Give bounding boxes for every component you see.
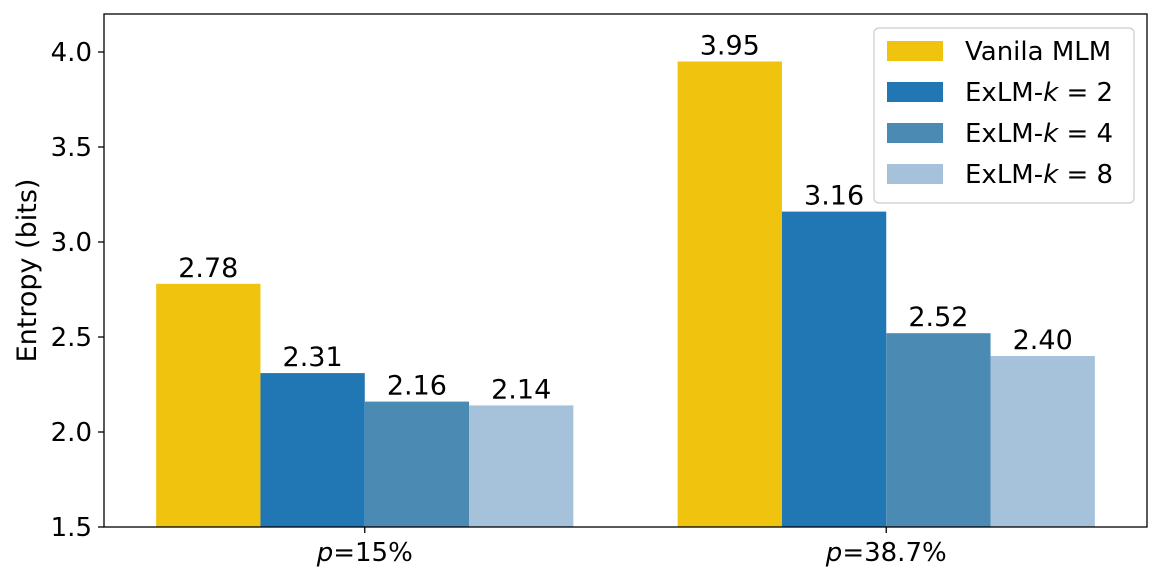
- legend-prefix: ExLM-: [965, 160, 1043, 190]
- bar-value-label: 2.78: [178, 253, 238, 284]
- bar: [990, 356, 1095, 527]
- legend-variable: k: [1043, 119, 1059, 149]
- y-axis: 1.5 2.0 2.5 3.0 3.5 4.0: [51, 38, 104, 543]
- bar-value-label: 3.16: [804, 181, 864, 212]
- y-tick-label: 3.0: [51, 228, 92, 258]
- bar: [469, 405, 574, 527]
- legend-prefix: ExLM-: [965, 119, 1043, 149]
- legend-suffix: = 2: [1058, 78, 1113, 108]
- x-axis: p=15% p=38.7%: [316, 527, 947, 568]
- legend-entry-label: ExLM-k = 4: [965, 119, 1113, 149]
- bar-value-label: 3.95: [700, 31, 760, 62]
- legend-variable: k: [1043, 78, 1059, 108]
- legend-swatch: [887, 82, 943, 102]
- legend-entry-label: ExLM-k = 8: [965, 160, 1113, 190]
- legend-swatch: [887, 41, 943, 61]
- y-tick-label: 1.5: [51, 513, 92, 543]
- y-axis-title: Entropy (bits): [12, 179, 43, 363]
- legend-swatch: [887, 164, 943, 184]
- bar-value-label: 2.52: [908, 302, 968, 333]
- bar: [677, 61, 782, 527]
- x-tick-label-variable: p: [825, 538, 843, 568]
- bar-value-label: 2.40: [1013, 325, 1073, 356]
- bar: [886, 333, 991, 527]
- bar: [781, 211, 887, 527]
- x-tick-label-value: =15%: [333, 538, 413, 568]
- x-tick-label-variable: p: [316, 538, 334, 568]
- legend-variable: k: [1043, 160, 1059, 190]
- plot-frame: [103, 13, 1148, 528]
- legend-entry-label: Vanila MLM: [965, 37, 1111, 67]
- y-tick-label: 4.0: [51, 38, 92, 68]
- bar-value-label: 2.31: [283, 342, 343, 373]
- bar-labels-group: 2.78 2.31 2.16 2.14 3.95 3.16 2.52 2.40: [178, 31, 1073, 406]
- y-tick-label: 2.0: [51, 418, 92, 448]
- legend-entry-label: ExLM-k = 2: [965, 78, 1113, 108]
- legend-suffix: = 8: [1058, 160, 1113, 190]
- bar-value-label: 2.14: [491, 374, 551, 405]
- bar: [364, 401, 470, 527]
- y-tick-label: 2.5: [51, 323, 92, 353]
- bar-value-label: 2.16: [387, 371, 447, 402]
- x-tick-label: p=38.7%: [825, 538, 947, 568]
- legend-prefix: ExLM-: [965, 78, 1043, 108]
- y-tick-label: 3.5: [51, 133, 92, 163]
- bar: [156, 283, 261, 527]
- x-tick-label-value: =38.7%: [842, 538, 946, 568]
- legend-box: [873, 27, 1135, 204]
- x-tick-label: p=15%: [316, 538, 413, 568]
- legend-swatch: [887, 123, 943, 143]
- bar: [260, 373, 365, 527]
- legend-suffix: = 4: [1058, 119, 1113, 149]
- bars-group: [156, 61, 1095, 527]
